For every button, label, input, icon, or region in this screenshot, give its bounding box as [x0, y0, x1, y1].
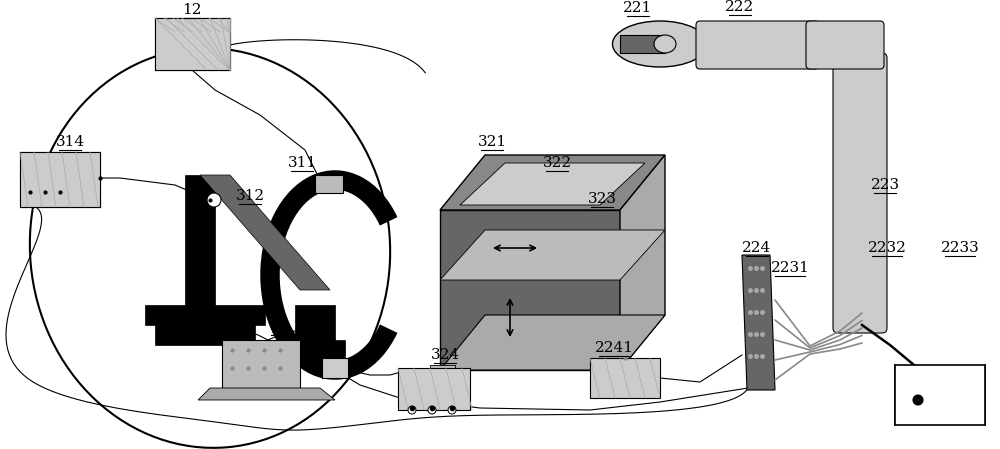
Text: 222: 222 — [725, 0, 755, 14]
Circle shape — [408, 406, 416, 414]
Text: 2232: 2232 — [868, 241, 906, 255]
Polygon shape — [185, 175, 215, 310]
Bar — [398, 368, 470, 410]
Text: 4: 4 — [270, 320, 280, 334]
FancyBboxPatch shape — [806, 21, 884, 69]
Polygon shape — [198, 388, 335, 400]
Bar — [315, 175, 343, 193]
Bar — [590, 358, 660, 398]
Text: 2233: 2233 — [941, 241, 979, 255]
Bar — [155, 18, 230, 70]
Bar — [222, 340, 300, 388]
Polygon shape — [285, 340, 345, 360]
Text: 312: 312 — [235, 189, 265, 203]
Bar — [322, 358, 348, 378]
Text: 224: 224 — [742, 241, 772, 255]
Polygon shape — [200, 175, 330, 290]
Polygon shape — [155, 320, 255, 345]
Text: 12: 12 — [182, 3, 202, 17]
Polygon shape — [460, 163, 645, 205]
Polygon shape — [440, 315, 665, 370]
Text: 311: 311 — [287, 156, 317, 170]
Polygon shape — [440, 210, 620, 370]
Polygon shape — [145, 305, 265, 325]
Text: 322: 322 — [542, 156, 572, 170]
Text: 2231: 2231 — [771, 261, 809, 275]
Bar — [620, 35, 665, 53]
Text: 321: 321 — [477, 135, 507, 149]
Text: 323: 323 — [588, 192, 616, 206]
Polygon shape — [440, 155, 665, 210]
Bar — [895, 365, 985, 425]
Polygon shape — [742, 255, 775, 390]
FancyBboxPatch shape — [833, 53, 887, 333]
Text: 324: 324 — [430, 348, 460, 362]
Polygon shape — [620, 155, 665, 370]
Text: 223: 223 — [870, 178, 900, 192]
Circle shape — [448, 406, 456, 414]
Text: 2241: 2241 — [594, 341, 634, 355]
Circle shape — [913, 395, 923, 405]
Polygon shape — [295, 305, 335, 345]
Circle shape — [428, 406, 436, 414]
Ellipse shape — [612, 21, 708, 67]
Polygon shape — [430, 365, 455, 390]
Text: 314: 314 — [55, 135, 85, 149]
Polygon shape — [440, 230, 665, 280]
FancyBboxPatch shape — [696, 21, 819, 69]
Ellipse shape — [654, 35, 676, 53]
Text: 221: 221 — [623, 1, 653, 15]
Bar — [20, 152, 100, 207]
Circle shape — [207, 193, 221, 207]
